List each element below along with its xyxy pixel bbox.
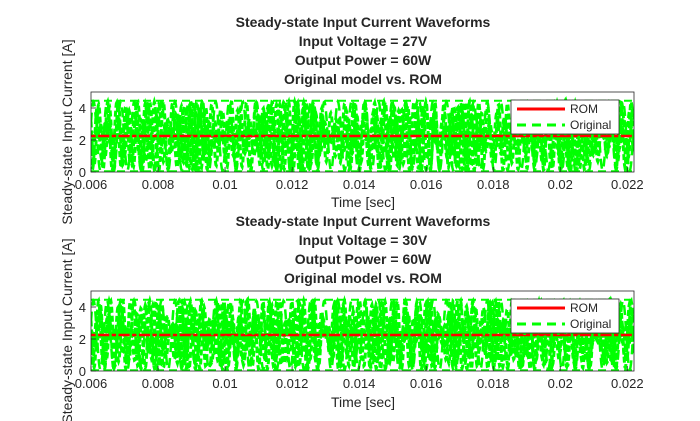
chart-1-legend-rom-label: ROM [570, 102, 598, 116]
chart-2-title-line-4: Original model vs. ROM [284, 270, 442, 286]
chart-1-x-tick-label: 0.014 [343, 177, 376, 192]
chart-2-original-trace-4 [91, 297, 634, 371]
chart-1-y-axis: 0 2 4 [79, 101, 96, 180]
chart-2-x-tick-label: 0.006 [75, 376, 108, 391]
chart-1-y-axis-label: Steady-state Input Current [A] [59, 39, 75, 224]
chart-2-y-axis: 0 2 4 [79, 300, 96, 379]
chart-1-x-axis-label: Time [sec] [331, 194, 395, 210]
chart-1-legend-box [510, 99, 620, 135]
chart-1-title-line-4: Original model vs. ROM [284, 71, 442, 87]
chart-panel-2: Steady-state Input Current Waveforms Inp… [59, 213, 644, 421]
chart-2-y-tick-label: 2 [79, 332, 86, 347]
chart-2-title-line-2: Input Voltage = 30V [299, 232, 428, 248]
chart-panel-1: Steady-state Input Current Waveforms Inp… [59, 14, 644, 225]
chart-1-legend-original-label: Original [570, 118, 611, 132]
chart-1-x-tick-label: 0.016 [410, 177, 443, 192]
chart-2-x-tick-label: 0.008 [142, 376, 175, 391]
chart-2-plot-area [91, 294, 634, 371]
chart-2-y-axis-label: Steady-state Input Current [A] [59, 238, 75, 421]
chart-2-title-line-3: Output Power = 60W [295, 251, 432, 267]
chart-1-x-tick-label: 0.022 [611, 177, 644, 192]
chart-2-x-tick-label: 0.02 [548, 376, 573, 391]
chart-2-x-axis: 0.006 0.008 0.01 0.012 0.014 0.016 0.018 0.02 0.… [75, 366, 644, 391]
chart-1-x-tick-label: 0.02 [548, 177, 573, 192]
chart-2-x-tick-label: 0.014 [343, 376, 376, 391]
chart-1-legend: ROM Original [510, 99, 620, 135]
chart-1-x-tick-label: 0.018 [477, 177, 510, 192]
chart-2-x-tick-label: 0.01 [212, 376, 237, 391]
chart-2-y-tick-label: 4 [79, 300, 86, 315]
chart-2-legend-rom-label: ROM [570, 301, 598, 315]
chart-1-x-tick-label: 0.01 [212, 177, 237, 192]
chart-2-original-trace-top [91, 297, 634, 371]
chart-1-plot-area [91, 95, 634, 172]
chart-1-x-axis: 0.006 0.008 0.01 0.012 0.014 0.016 0.018 0.02 0.… [75, 167, 644, 192]
chart-2-legend-box [510, 298, 620, 334]
chart-1-x-tick-label: 0.006 [75, 177, 108, 192]
chart-2-legend: ROM Original [510, 298, 620, 334]
chart-1-y-tick-label: 2 [79, 133, 86, 148]
chart-1-axes-box [90, 91, 635, 173]
chart-2-axes-box [90, 290, 635, 372]
chart-2-x-axis-label: Time [sec] [331, 394, 395, 410]
chart-2-x-tick-label: 0.018 [477, 376, 510, 391]
chart-1-x-tick-label: 0.012 [276, 177, 309, 192]
chart-2-y-tick-label: 0 [79, 364, 86, 379]
chart-1-y-tick-label: 0 [79, 165, 86, 180]
chart-1-original-trace-top [91, 98, 634, 172]
chart-1-title-line-3: Output Power = 60W [295, 52, 432, 68]
chart-2-x-tick-label: 0.022 [611, 376, 644, 391]
chart-1-y-tick-label: 4 [79, 101, 86, 116]
chart-2-x-tick-label: 0.016 [410, 376, 443, 391]
chart-2-title-line-1: Steady-state Input Current Waveforms [236, 213, 491, 229]
chart-2-x-tick-label: 0.012 [276, 376, 309, 391]
chart-1-title-line-2: Input Voltage = 27V [299, 33, 428, 49]
chart-1-x-tick-label: 0.008 [142, 177, 175, 192]
chart-1-title-line-1: Steady-state Input Current Waveforms [236, 14, 491, 30]
chart-2-legend-original-label: Original [570, 317, 611, 331]
